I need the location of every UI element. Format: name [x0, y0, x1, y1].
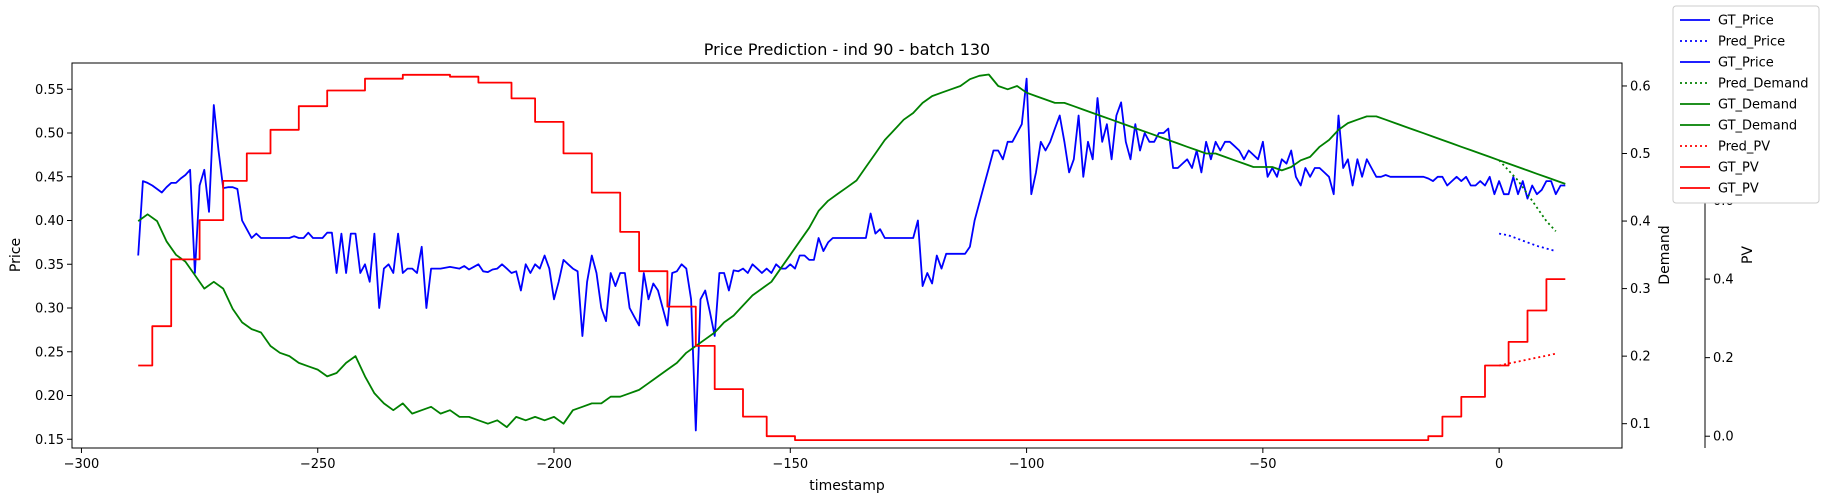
legend-entry-label: GT_Price — [1718, 56, 1774, 71]
series-line-gt-demand — [137, 73, 1566, 428]
x-tick-label: −100 — [1009, 457, 1045, 472]
plot-frame — [71, 62, 1623, 449]
legend-entry-label: GT_Demand — [1718, 98, 1797, 113]
x-tick-label: 0 — [1495, 457, 1503, 472]
pv-tick-label: 0.0 — [1713, 430, 1734, 445]
pv-tick-label: 0.4 — [1713, 273, 1734, 288]
price-tick-label: 0.35 — [35, 258, 64, 273]
series-line-gt-pv — [138, 73, 1566, 441]
price-tick-label: 0.50 — [35, 127, 64, 142]
x-axis: −300 −250 −200 −150 −100 −50 0 — [64, 448, 1503, 472]
demand-tick-label: 0.4 — [1630, 215, 1651, 230]
demand-tick-label: 0.1 — [1630, 417, 1651, 432]
pv-tick-label: 0.2 — [1713, 351, 1734, 366]
demand-axis-label: Demand — [1657, 225, 1673, 284]
series-line-gt-price — [137, 77, 1566, 432]
series-line-pred-price — [1498, 232, 1557, 252]
price-tick-label: 0.45 — [35, 170, 64, 185]
price-axis-label: Price — [8, 238, 24, 272]
price-tick-label: 0.55 — [35, 83, 64, 98]
chart-title: Price Prediction - ind 90 - batch 130 — [704, 40, 990, 59]
x-tick-label: −150 — [772, 457, 808, 472]
price-tick-label: 0.40 — [35, 214, 64, 229]
price-tick-label: 0.15 — [35, 433, 64, 448]
x-tick-label: −300 — [64, 457, 100, 472]
demand-axis: 0.1 0.2 0.3 0.4 0.5 0.6 — [1622, 79, 1651, 432]
legend-entry-label: GT_PV — [1718, 182, 1759, 197]
x-axis-label: timestamp — [809, 478, 885, 494]
legend-entry-label: Pred_Price — [1718, 35, 1785, 50]
legend-entry-label: Pred_PV — [1718, 140, 1770, 155]
pv-axis-label: PV — [1740, 246, 1756, 264]
legend: GT_Price Pred_Price GT_Price Pred_Demand GT_… — [1672, 5, 1820, 204]
price-tick-label: 0.20 — [35, 389, 64, 404]
legend-entry-label: GT_Demand — [1718, 119, 1797, 134]
x-tick-label: −200 — [536, 457, 572, 472]
x-tick-label: −250 — [300, 457, 336, 472]
demand-tick-label: 0.5 — [1630, 147, 1651, 162]
legend-entry-label: Pred_Demand — [1718, 77, 1809, 92]
demand-tick-label: 0.6 — [1630, 79, 1651, 94]
price-tick-label: 0.25 — [35, 345, 64, 360]
series-line-pred-pv — [1498, 352, 1556, 367]
series-layer — [137, 73, 1566, 441]
demand-tick-label: 0.2 — [1630, 350, 1651, 365]
price-axis: 0.15 0.20 0.25 0.30 0.35 0.40 0.45 0.50 0.55 — [35, 83, 72, 448]
legend-entry-label: GT_Price — [1718, 14, 1774, 29]
plot-area — [71, 62, 1623, 449]
price-tick-label: 0.30 — [35, 302, 64, 317]
demand-tick-label: 0.3 — [1630, 282, 1651, 297]
legend-entry-label: GT_PV — [1718, 161, 1759, 176]
x-tick-label: −50 — [1249, 457, 1276, 472]
legend-box — [1672, 5, 1820, 204]
